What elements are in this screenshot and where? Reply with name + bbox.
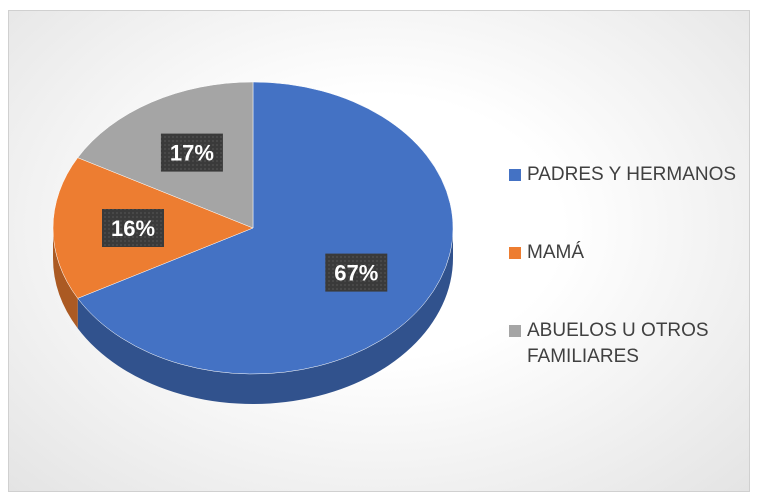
data-label-box xyxy=(160,133,223,172)
slice-side xyxy=(77,228,454,404)
slice-side xyxy=(53,228,78,329)
legend-item: PADRES Y HERMANOS xyxy=(509,162,749,188)
legend-item: MAMÁ xyxy=(509,240,749,266)
data-label: 17% xyxy=(170,141,214,166)
data-label-box xyxy=(325,253,388,292)
legend-label: MAMÁ xyxy=(527,242,584,263)
legend-swatch xyxy=(509,169,521,181)
slice xyxy=(77,81,454,375)
legend-swatch xyxy=(509,325,521,337)
data-label-box xyxy=(102,209,164,247)
legend-label: ABUELOS U OTROS FAMILIARES xyxy=(527,320,709,367)
legend-label: PADRES Y HERMANOS xyxy=(527,164,737,185)
data-label: 67% xyxy=(334,261,378,286)
legend-swatch xyxy=(509,247,521,259)
data-label: 16% xyxy=(111,216,155,241)
legend-item: ABUELOS U OTROS FAMILIARES xyxy=(509,318,749,370)
